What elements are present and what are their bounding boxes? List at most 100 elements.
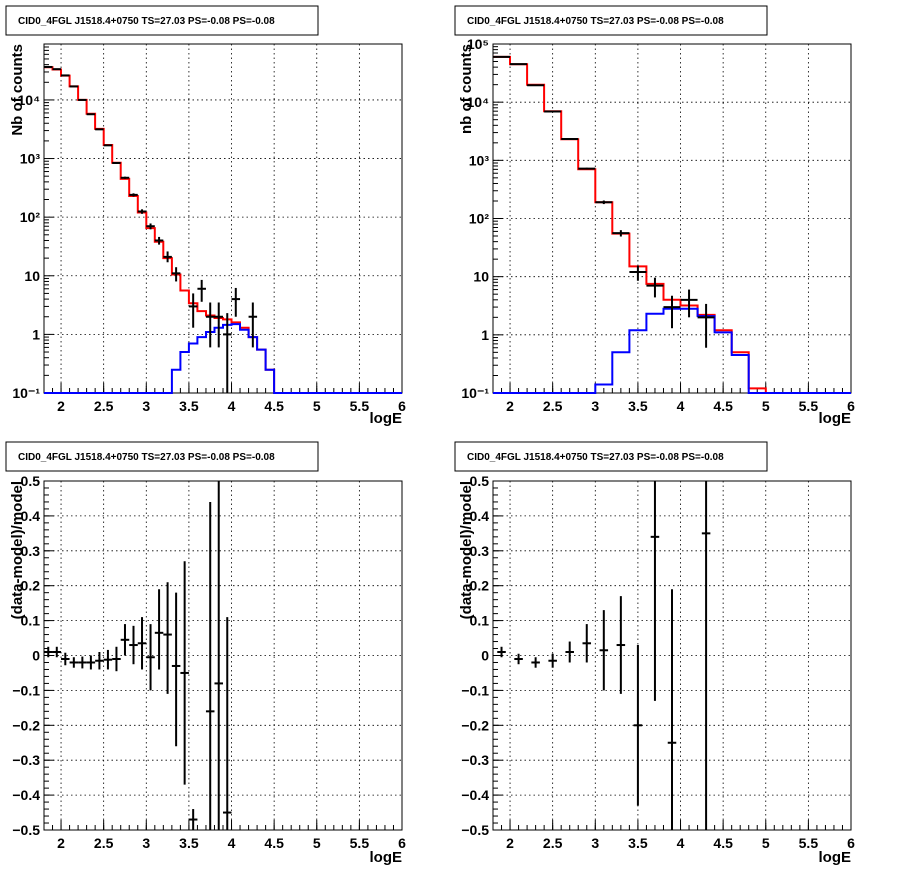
y-axis-title: (data-model)/model xyxy=(9,481,26,619)
data-point xyxy=(61,74,70,77)
x-tick-label: 5 xyxy=(313,835,321,851)
data-point xyxy=(154,236,164,245)
y-tick-label: −0.2 xyxy=(461,717,489,733)
data-point xyxy=(629,265,647,281)
x-tick-label: 4 xyxy=(228,398,236,414)
y-tick-label: 0 xyxy=(32,648,40,664)
data-point xyxy=(514,653,523,665)
x-tick-label: 2.5 xyxy=(94,398,114,414)
data-point xyxy=(52,646,62,658)
data-point xyxy=(527,84,545,87)
y-tick-label: −0.3 xyxy=(12,752,40,768)
data-point xyxy=(129,193,138,197)
data-point xyxy=(163,582,172,694)
plot-frame xyxy=(43,480,403,831)
x-tick-label: 5 xyxy=(313,398,321,414)
y-tick-label: 1 xyxy=(32,326,40,342)
x-tick-label: 6 xyxy=(847,835,855,851)
data-point xyxy=(612,230,630,237)
y-tick-label: 10⁴ xyxy=(467,94,490,110)
x-tick-label: 3.5 xyxy=(179,398,199,414)
data-point xyxy=(103,144,113,147)
data-point xyxy=(112,646,121,672)
x-tick-label: 3.5 xyxy=(628,398,648,414)
data-point xyxy=(146,223,155,230)
data-point xyxy=(531,657,540,668)
data-point xyxy=(223,313,232,393)
y-tick-label: 10⁴ xyxy=(18,92,41,108)
data-point xyxy=(69,657,79,668)
data-point xyxy=(120,624,130,656)
x-axis-title: logE xyxy=(370,849,403,866)
data-point xyxy=(197,279,206,302)
y-tick-label: 10² xyxy=(20,209,41,225)
y-tick-label: 0.2 xyxy=(21,578,41,594)
y-tick-label: −0.2 xyxy=(12,717,40,733)
chart-title: CID0_4FGL J1518.4+0750 TS=27.03 PS=-0.08… xyxy=(18,16,275,27)
y-tick-label: 10⁵ xyxy=(467,36,489,52)
x-tick-label: 2 xyxy=(57,835,65,851)
data-point xyxy=(95,128,104,131)
x-axis-title: logE xyxy=(819,410,852,427)
x-tick-label: 3 xyxy=(142,398,150,414)
plot-area: 2 2.5 3 3.5 4 4.5 5 5.5 6 −0.5 −0.4 −0.3 −0.2 −0.1 0 0.… xyxy=(12,473,406,851)
data-point xyxy=(112,161,121,164)
data-point xyxy=(205,501,215,830)
y-tick-label: 0.4 xyxy=(21,508,41,524)
data-point xyxy=(120,176,130,179)
panel-counts-right: CID0_4FGL J1518.4+0750 TS=27.03 PS=-0.08… xyxy=(454,5,855,427)
y-tick-label: 10⁻¹ xyxy=(461,385,489,401)
x-tick-label: 3 xyxy=(591,398,599,414)
data-point xyxy=(701,481,711,830)
data-point xyxy=(650,481,660,701)
data-point xyxy=(697,303,715,348)
x-tick-label: 4 xyxy=(228,835,236,851)
model-total-line xyxy=(44,66,402,394)
plot-frame xyxy=(492,43,852,394)
chart-title: CID0_4FGL J1518.4+0750 TS=27.03 PS=-0.08… xyxy=(467,452,724,463)
y-tick-label: 0.3 xyxy=(470,543,490,559)
x-tick-label: 3.5 xyxy=(179,835,199,851)
data-point xyxy=(180,561,189,785)
x-tick-label: 3 xyxy=(142,835,150,851)
y-tick-label: 0.2 xyxy=(470,578,490,594)
data-point xyxy=(646,277,664,298)
y-tick-label: 10 xyxy=(24,268,40,284)
y-tick-label: −0.5 xyxy=(461,822,489,838)
chart-title: CID0_4FGL J1518.4+0750 TS=27.03 PS=-0.08… xyxy=(18,452,275,463)
y-tick-label: 10⁻¹ xyxy=(12,385,40,401)
x-tick-label: 6 xyxy=(847,398,855,414)
model-source-line xyxy=(493,307,851,394)
data-point xyxy=(52,68,62,71)
y-tick-label: 10² xyxy=(469,211,490,227)
data-point xyxy=(78,98,87,101)
y-tick-label: −0.1 xyxy=(461,682,489,698)
x-tick-label: 4.5 xyxy=(713,398,733,414)
data-point xyxy=(205,302,215,348)
y-tick-label: −0.5 xyxy=(12,822,40,838)
x-tick-label: 2 xyxy=(506,398,514,414)
x-tick-label: 2.5 xyxy=(543,398,563,414)
model-source-line xyxy=(44,323,402,394)
data-point xyxy=(103,649,113,670)
y-axis-title: (data-model)/model xyxy=(458,481,475,619)
y-tick-label: 0.3 xyxy=(21,543,41,559)
data-point xyxy=(95,652,104,670)
data-point xyxy=(548,653,557,668)
title-box: CID0_4FGL J1518.4+0750 TS=27.03 PS=-0.08… xyxy=(454,5,768,36)
x-tick-label: 5.5 xyxy=(350,835,370,851)
data-point xyxy=(578,167,596,170)
panel-residuals-left: CID0_4FGL J1518.4+0750 TS=27.03 PS=-0.08… xyxy=(5,441,406,866)
data-point xyxy=(595,200,613,205)
y-tick-label: 10³ xyxy=(469,152,490,168)
x-tick-label: 4.5 xyxy=(264,835,284,851)
title-box: CID0_4FGL J1518.4+0750 TS=27.03 PS=-0.08… xyxy=(454,441,768,472)
data-point xyxy=(78,656,87,669)
data-point xyxy=(61,652,70,666)
data-point xyxy=(616,596,626,694)
model-total-line xyxy=(493,55,851,394)
plot-area: 2 2.5 3 3.5 4 4.5 5 5.5 6 −0.5 −0.4 −0.3 −0.2 −0.1 0 0.… xyxy=(461,473,855,851)
data-point xyxy=(146,624,155,691)
x-tick-label: 5.5 xyxy=(799,398,819,414)
x-tick-label: 2.5 xyxy=(543,835,563,851)
